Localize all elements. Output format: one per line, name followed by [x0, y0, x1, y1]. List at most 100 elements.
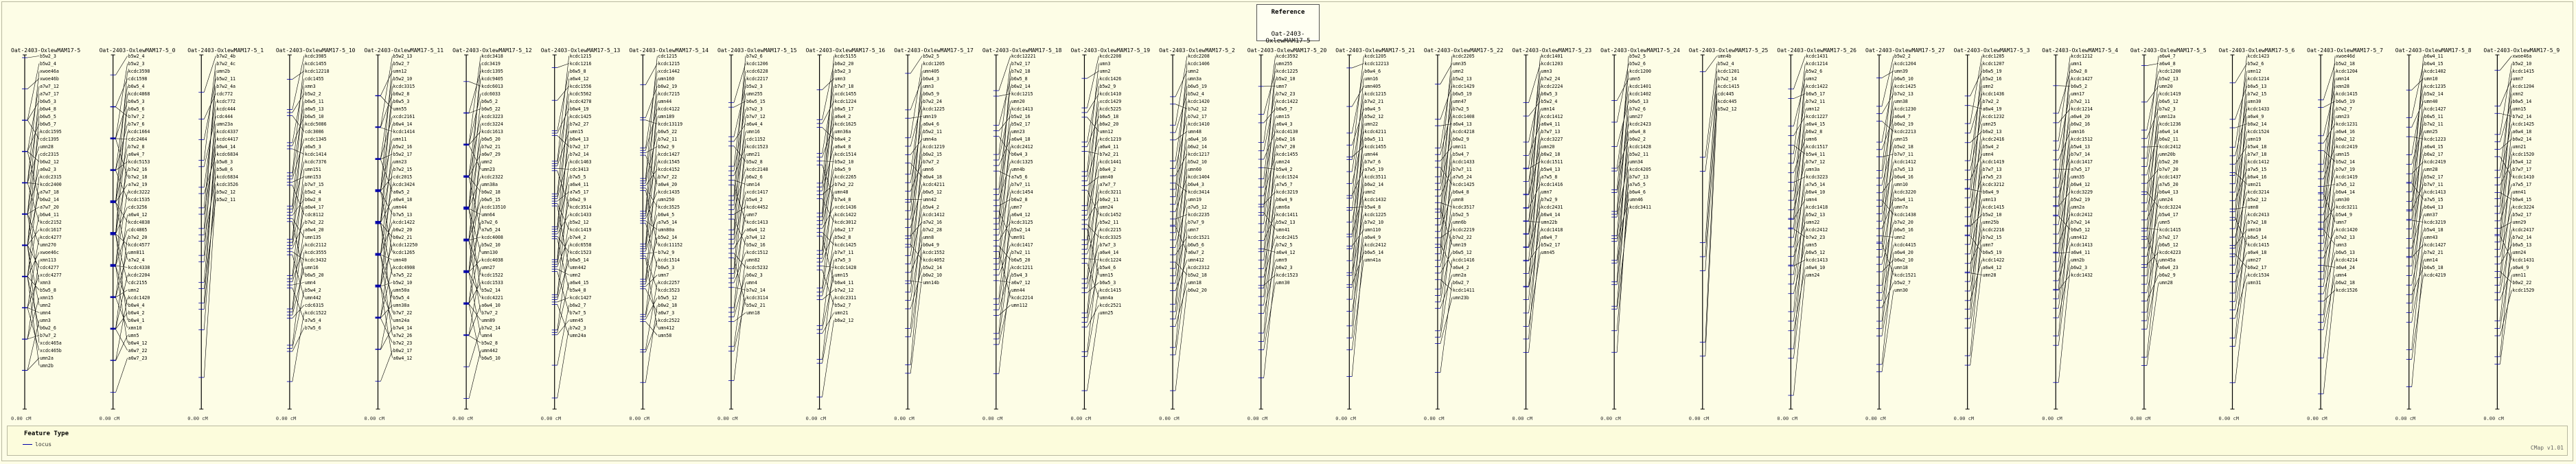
feature-label: umn25: [1983, 121, 1997, 127]
feature-label: cdc6033: [481, 91, 501, 97]
feature-label: b5w5_4: [393, 295, 409, 301]
feature-label: b7w7_2: [923, 159, 939, 165]
feature-label: b6w5_3: [128, 99, 145, 104]
feature-connector: [115, 329, 128, 351]
feature-connector: [998, 124, 1011, 195]
feature-label: b7w2_18: [1011, 69, 1031, 74]
feature-label: b5w2_14: [2336, 159, 2355, 165]
feature-label: b6w4_16: [2248, 174, 2267, 180]
feature-label: a7w7_17: [40, 91, 59, 97]
feature-connector: [2058, 192, 2071, 207]
feature-connector: [380, 139, 393, 191]
feature-connector: [27, 93, 40, 215]
feature-connector: [1087, 176, 1099, 186]
feature-label: b7w2_14: [746, 288, 766, 293]
feature-connector: [115, 170, 128, 200]
feature-connector: [1087, 290, 1099, 357]
feature-connector: [115, 265, 128, 268]
feature-label: umn6: [923, 167, 934, 172]
feature-label: a7w5_24: [481, 227, 501, 233]
feature-connector: [1793, 192, 1806, 312]
feature-label: a6w4_5: [1364, 106, 1381, 112]
feature-connector: [380, 169, 393, 286]
map-start-label: 0.00 cM: [1070, 416, 1091, 421]
feature-label: b6w2_8: [393, 91, 409, 97]
feature-label: a6w4_3: [1276, 121, 1293, 127]
feature-label: b7w2_5: [1276, 242, 1293, 248]
feature-connector: [1175, 139, 1188, 205]
feature-connector: [557, 205, 570, 268]
feature-label: b7w7_13: [1541, 129, 1561, 135]
feature-label: b7w2_14: [2512, 235, 2531, 240]
feature-label: kcdc3418: [481, 54, 503, 59]
feature-connector: [1616, 93, 1629, 236]
feature-connector: [557, 161, 570, 262]
feature-connector: [203, 56, 216, 93]
feature-connector: [468, 78, 481, 176]
feature-connector: [468, 335, 481, 343]
feature-label: b6w5_5: [40, 114, 56, 119]
feature-label: b5w4_2: [1276, 167, 1293, 172]
feature-connector: [1970, 184, 1982, 282]
feature-connector: [1440, 244, 1453, 268]
feature-connector: [910, 131, 923, 248]
feature-connector: [2235, 86, 2247, 119]
feature-label: kcdc1325: [1011, 159, 1033, 165]
feature-connector: [733, 56, 746, 196]
feature-connector: [998, 290, 1011, 345]
feature-label: b7w7_20: [1276, 144, 1296, 150]
feature-connector: [1352, 101, 1364, 237]
feature-connector: [822, 192, 834, 259]
feature-label: kcdc1455: [305, 61, 327, 67]
feature-label: kcdc4218: [1453, 129, 1475, 135]
feature-connector: [1352, 56, 1364, 160]
feature-connector: [2235, 124, 2247, 128]
feature-connector: [380, 176, 393, 192]
feature-label: b6w5_12: [2159, 242, 2178, 248]
feature-connector: [822, 169, 834, 225]
feature-label: kcdc1200: [1629, 69, 1651, 74]
feature-connector: [733, 219, 746, 245]
feature-connector: [998, 116, 1011, 131]
map-title: Oat-2403-OxlewMAM17-5_6: [2219, 47, 2295, 54]
feature-label: kcdc3424: [393, 182, 415, 187]
feature-connector: [27, 101, 40, 121]
feature-connector: [1087, 56, 1099, 108]
feature-label: kcdc4122: [658, 106, 680, 112]
feature-connector: [2235, 56, 2247, 176]
feature-connector: [27, 252, 40, 277]
feature-label: kcdc1420: [1188, 99, 1210, 104]
feature-connector: [2411, 229, 2424, 286]
feature-connector: [1881, 71, 1894, 78]
feature-label: umn23: [393, 159, 406, 165]
feature-label: b5w2_10: [1188, 159, 1207, 165]
feature-connector: [1263, 78, 1276, 179]
feature-connector: [645, 275, 658, 287]
feature-connector: [1087, 263, 1099, 298]
feature-connector: [822, 232, 834, 245]
feature-connector: [2146, 93, 2159, 167]
feature-connector: [910, 169, 923, 256]
feature-connector: [1616, 176, 1629, 353]
feature-label: kcdc3211: [2336, 205, 2358, 210]
feature-connector: [468, 222, 481, 272]
feature-label: kcdc3985: [305, 54, 327, 59]
feature-label: kcdc1517: [1806, 144, 1828, 150]
feature-connector: [2058, 244, 2071, 346]
feature-connector: [380, 350, 393, 382]
feature-label: b6w4_16: [1894, 174, 1913, 180]
feature-connector: [468, 241, 481, 313]
feature-connector: [1528, 124, 1541, 156]
feature-connector: [2058, 176, 2071, 235]
feature-label: kcdc1395: [481, 69, 503, 74]
feature-connector: [2323, 78, 2336, 229]
feature-label: kcdc1625: [835, 121, 857, 127]
feature-label: a7w2_4: [128, 257, 145, 263]
feature-connector: [292, 56, 305, 110]
feature-label: a6w4_7: [1894, 114, 1911, 119]
feature-label: kcdc1411: [1453, 288, 1475, 293]
feature-label: b6w2_19: [658, 84, 677, 89]
feature-label: xcdc6228: [746, 69, 768, 74]
feature-connector: [1440, 297, 1453, 344]
feature-label: kcdc1214: [2071, 106, 2093, 112]
